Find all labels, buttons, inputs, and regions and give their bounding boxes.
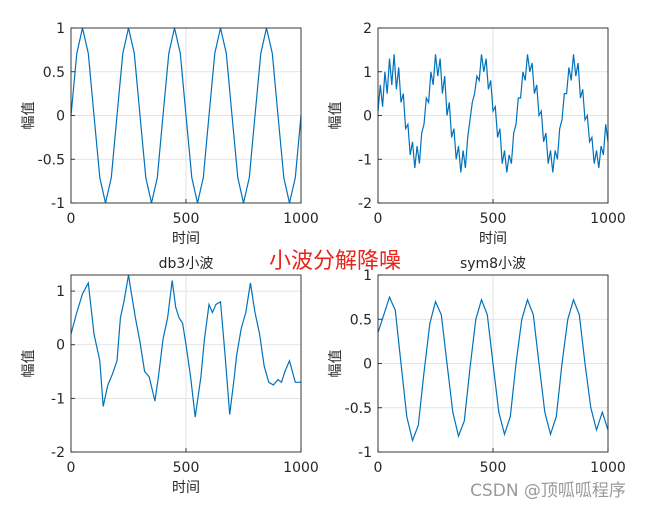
y-tick-label: -1 <box>358 445 372 461</box>
figure-suptitle: 小波分解降噪 <box>269 249 401 274</box>
y-tick-label: 0 <box>56 338 65 354</box>
x-tick-label: 1000 <box>590 211 626 227</box>
x-tick-label: 500 <box>173 211 200 227</box>
y-tick-label: 0 <box>56 109 65 125</box>
y-tick-label: -0.5 <box>38 152 65 168</box>
watermark-text: CSDN @顶呱呱程序 <box>470 481 626 501</box>
y-tick-label: -2 <box>51 445 65 461</box>
y-tick-label: 1 <box>56 284 65 300</box>
x-tick-label: 500 <box>480 211 507 227</box>
subplot-2: 0 500 1000 2 1 0 -1 -2 时间 幅值 <box>328 21 626 247</box>
series-line <box>70 274 301 418</box>
y-tick-label: 2 <box>363 21 372 37</box>
x-tick-label: 0 <box>374 211 383 227</box>
y-axis-label: 幅值 <box>21 102 37 130</box>
y-tick-label: -1 <box>51 196 65 212</box>
y-tick-label: 0.5 <box>350 312 372 328</box>
y-axis-label: 幅值 <box>328 350 344 378</box>
y-tick-label: -0.5 <box>345 401 372 417</box>
subplot-3: 0 500 1000 1 0 -1 -2 时间 幅值 db3小波 <box>21 256 319 496</box>
y-tick-label: -2 <box>358 196 372 212</box>
x-axis-label: 时间 <box>172 480 200 496</box>
subplot-title: db3小波 <box>159 256 214 272</box>
y-tick-label: -1 <box>51 391 65 407</box>
x-axis-label: 时间 <box>172 231 200 247</box>
y-tick-label: 0 <box>363 109 372 125</box>
y-tick-label: 0.5 <box>43 65 65 81</box>
x-tick-label: 0 <box>374 460 383 476</box>
y-tick-label: -1 <box>358 152 372 168</box>
y-tick-label: 1 <box>363 65 372 81</box>
subplot-title: sym8小波 <box>460 256 526 272</box>
x-tick-label: 0 <box>67 460 76 476</box>
subplot-4: 0 500 1000 1 0.5 0 -0.5 -1 幅值 sym8小波 <box>328 256 626 476</box>
x-tick-label: 1000 <box>283 460 319 476</box>
y-axis-label: 幅值 <box>21 350 37 378</box>
x-tick-label: 1000 <box>283 211 319 227</box>
y-axis-label: 幅值 <box>328 102 344 130</box>
series-line <box>377 295 609 443</box>
x-tick-label: 0 <box>67 211 76 227</box>
y-tick-label: 1 <box>363 268 372 284</box>
series-line <box>377 54 609 173</box>
x-tick-label: 1000 <box>590 460 626 476</box>
x-tick-label: 500 <box>173 460 200 476</box>
y-tick-label: 0 <box>363 357 372 373</box>
y-tick-label: 1 <box>56 21 65 37</box>
series-line <box>70 27 302 204</box>
x-axis-label: 时间 <box>479 231 507 247</box>
subplot-1: 0 500 1000 1 0.5 0 -0.5 -1 时间 幅值 <box>21 21 319 247</box>
x-tick-label: 500 <box>480 460 507 476</box>
